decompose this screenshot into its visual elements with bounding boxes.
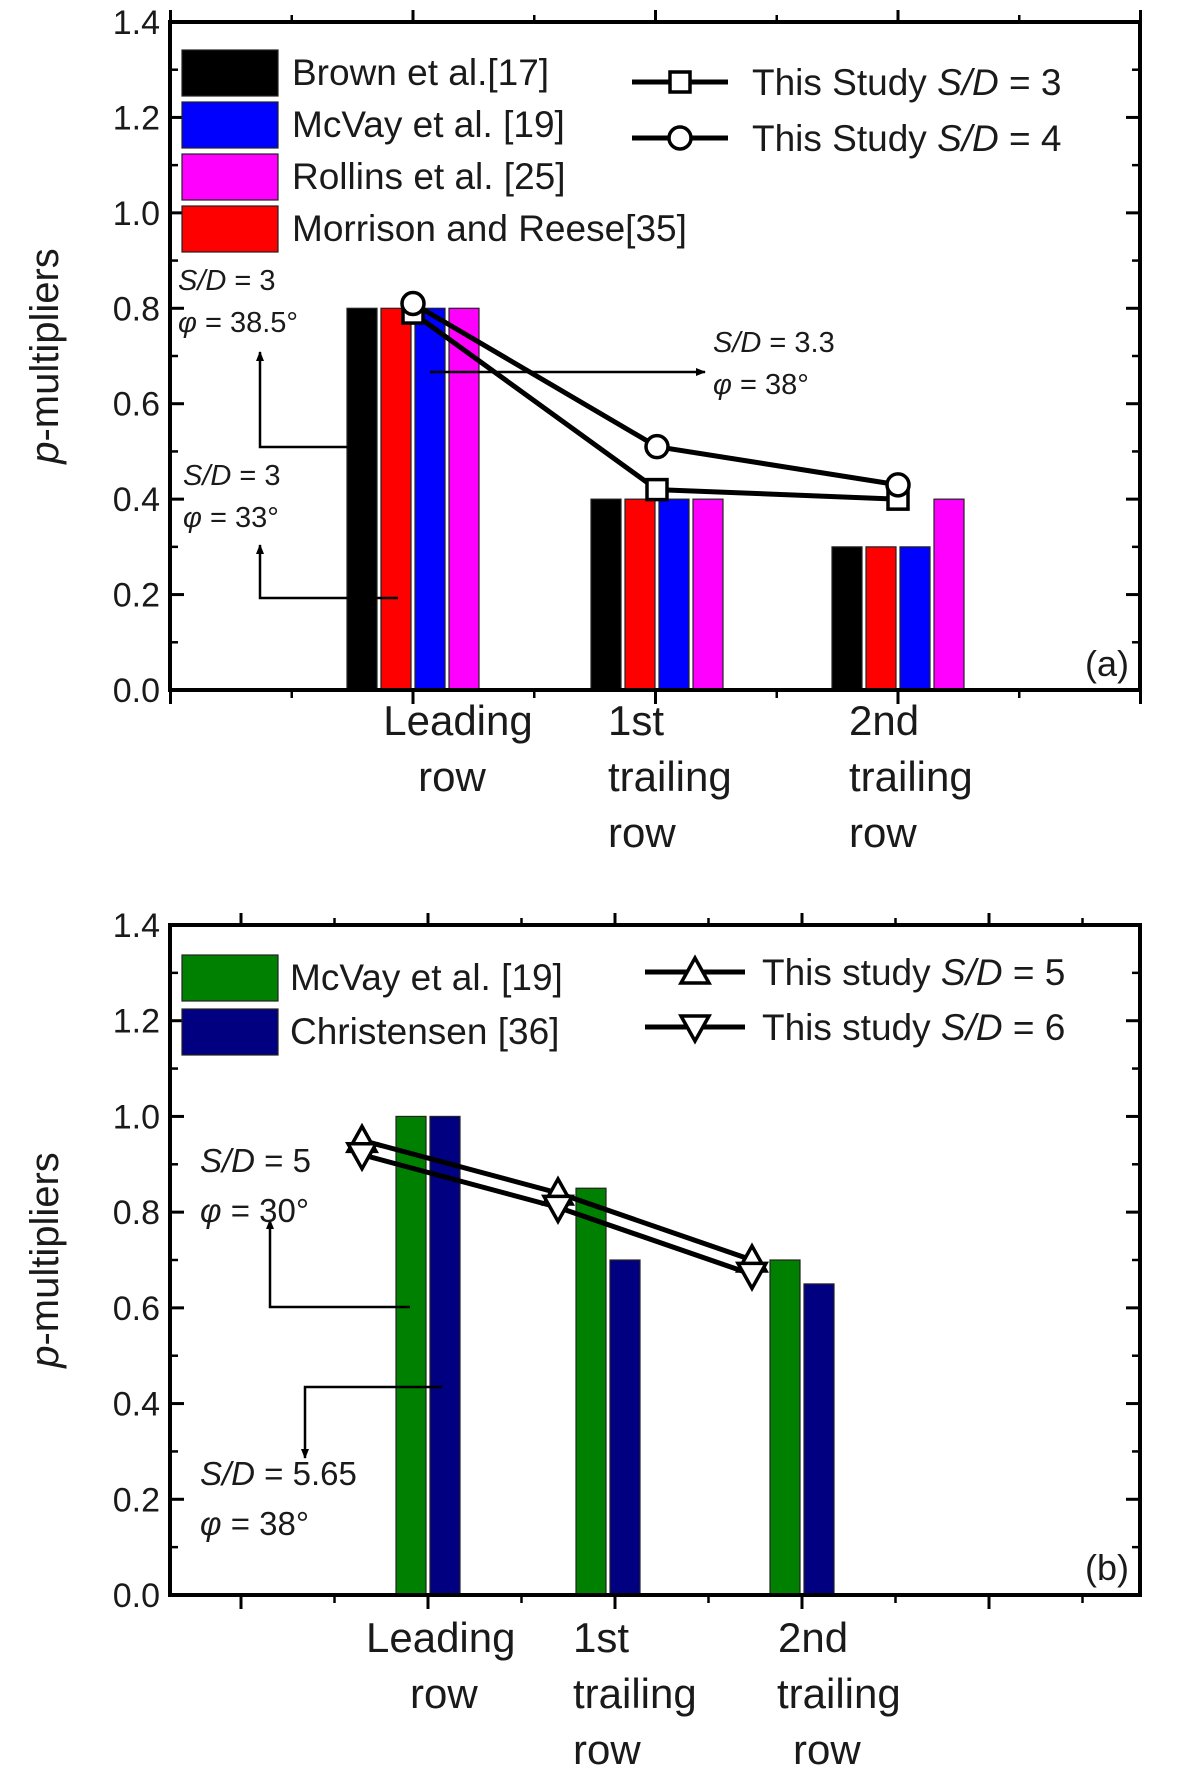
x-category-label-a-1-1: trailing — [608, 753, 732, 800]
annotation-arrow-a-2 — [256, 544, 398, 600]
y-tick-label-a-7: 1.4 — [113, 4, 160, 42]
x-category-label-b-0-0: Leading — [366, 1614, 515, 1661]
y-tick-label-b-5: 1.0 — [113, 1098, 160, 1136]
y-tick-label-a-4: 0.8 — [113, 290, 160, 328]
x-category-label-a-2-0: 2nd — [849, 697, 919, 744]
legend-swatch-a-1 — [181, 205, 279, 253]
x-category-label-b-2-1: trailing — [777, 1670, 901, 1717]
legend-swatch-a-2 — [181, 101, 279, 149]
panel-label-a: (a) — [1085, 643, 1129, 684]
marker-a-1-2 — [885, 472, 911, 498]
y-tick-label-a-2: 0.4 — [113, 481, 160, 519]
y-axis-title-b: p-multipliers — [23, 1152, 67, 1369]
legend-line-label-b-0: This study S/D = 5 — [762, 952, 1065, 993]
panel-label-b: (b) — [1085, 1547, 1129, 1588]
annotation-b-0-line2: φ = 30° — [200, 1192, 309, 1229]
bar-a-series2-cat0 — [414, 307, 446, 691]
legend-line-label-b-1: This study S/D = 6 — [762, 1007, 1065, 1048]
x-category-label-a-1-0: 1st — [608, 697, 664, 744]
x-category-label-a-0-0: Leading — [383, 697, 532, 744]
x-category-label-a-2-2: row — [849, 809, 917, 856]
annotation-a-2-line1: S/D = 3 — [183, 460, 281, 492]
legend-label-a-2: McVay et al. [19] — [292, 104, 565, 145]
y-tick-label-b-3: 0.6 — [113, 1290, 160, 1328]
x-category-label-a-1-2: row — [608, 809, 676, 856]
bar-a-series2-cat2 — [899, 546, 931, 691]
marker-a-0-1 — [645, 477, 669, 502]
legend-swatch-b-1 — [181, 1008, 279, 1056]
bar-b-series1-cat1 — [609, 1259, 641, 1596]
annotation-a-1-line2: φ = 38° — [713, 369, 809, 401]
annotation-a-1-line1: S/D = 3.3 — [713, 327, 835, 359]
bar-a-series0-cat2 — [831, 546, 863, 691]
x-category-label-a-0-1: row — [418, 753, 486, 800]
bar-a-series0-cat0 — [346, 307, 378, 691]
y-tick-label-a-6: 1.2 — [113, 99, 160, 137]
y-tick-label-b-4: 0.8 — [113, 1194, 160, 1232]
legend-label-a-1: Morrison and Reese[35] — [292, 208, 687, 249]
marker-b-1-1 — [541, 1194, 575, 1225]
x-category-label-b-1-0: 1st — [573, 1614, 629, 1661]
annotation-b-1-line1: S/D = 5.65 — [200, 1455, 357, 1492]
x-category-label-b-0-1: row — [410, 1670, 478, 1717]
y-tick-label-b-7: 1.4 — [113, 907, 160, 945]
bar-b-series0-cat0 — [395, 1115, 427, 1596]
x-category-label-b-1-1: trailing — [573, 1670, 697, 1717]
marker-b-1-0 — [345, 1141, 379, 1173]
x-category-label-b-2-0: 2nd — [778, 1614, 848, 1661]
bar-a-series2-cat1 — [658, 498, 690, 691]
legend-label-a-0: Brown et al.[17] — [292, 52, 549, 93]
y-axis-title-a: p-multipliers — [23, 248, 67, 465]
marker-a-1-0 — [400, 290, 426, 317]
bar-a-series0-cat1 — [590, 498, 622, 691]
bar-a-series1-cat0 — [380, 307, 412, 691]
y-tick-label-b-1: 0.2 — [113, 1481, 160, 1519]
panel-b: 0.0 0.2 0.4 0.6 0.8 1.0 1.2 1.4 Leading row 1st tra… — [23, 907, 1142, 1771]
y-tick-label-a-1: 0.2 — [113, 577, 160, 615]
marker-b-1-2 — [735, 1261, 769, 1292]
legend-label-a-3: Rollins et al. [25] — [292, 156, 566, 197]
bar-b-series1-cat0 — [429, 1115, 461, 1596]
panel-a: 0.0 0.2 0.4 0.6 0.8 1.0 1.2 1.4 Leading row 1st tra… — [23, 4, 1142, 856]
annotation-arrow-b-1 — [301, 1385, 442, 1459]
bar-a-series3-cat1 — [692, 498, 724, 691]
bar-b-series1-cat2 — [803, 1283, 835, 1596]
legend-swatch-a-3 — [181, 153, 279, 201]
annotation-a-2-line2: φ = 33° — [183, 502, 279, 534]
bar-a-series3-cat0 — [448, 307, 480, 691]
annotation-a-0-line2: φ = 38.5° — [178, 307, 298, 339]
marker-a-1-1 — [644, 433, 670, 460]
bar-a-series1-cat2 — [865, 546, 897, 691]
legend-label-b-1: Christensen [36] — [290, 1011, 559, 1052]
legend-line-label-a-0: This Study S/D = 3 — [752, 62, 1062, 103]
bar-b-series0-cat1 — [575, 1187, 607, 1596]
y-tick-label-a-0: 0.0 — [113, 672, 160, 710]
x-category-label-b-2-2: row — [793, 1726, 861, 1771]
y-tick-label-a-5: 1.0 — [113, 195, 160, 233]
bar-b-series0-cat2 — [769, 1259, 801, 1596]
y-tick-label-b-6: 1.2 — [113, 1003, 160, 1041]
x-category-label-a-2-1: trailing — [849, 753, 973, 800]
annotation-arrow-a-0 — [256, 351, 365, 449]
annotation-a-0-line1: S/D = 3 — [178, 265, 276, 297]
legend-swatch-b-0 — [181, 954, 279, 1002]
x-category-label-b-1-2: row — [573, 1726, 641, 1771]
annotation-b-0-line1: S/D = 5 — [200, 1142, 311, 1179]
legend-marker-a-1 — [667, 125, 693, 151]
annotation-arrow-b-0 — [266, 1219, 410, 1309]
legend-marker-b-0 — [678, 954, 712, 985]
y-tick-label-b-0: 0.0 — [113, 1577, 160, 1615]
y-tick-label-b-2: 0.4 — [113, 1386, 160, 1424]
bar-a-series1-cat1 — [624, 498, 656, 691]
legend-label-b-0: McVay et al. [19] — [290, 957, 563, 998]
legend-marker-b-1 — [678, 1014, 712, 1045]
legend-swatch-a-0 — [181, 49, 279, 97]
y-tick-label-a-3: 0.6 — [113, 386, 160, 424]
bar-a-series3-cat2 — [933, 498, 965, 691]
legend-marker-a-0 — [668, 70, 692, 94]
annotation-b-1-line2: φ = 38° — [200, 1505, 309, 1542]
legend-line-label-a-1: This Study S/D = 4 — [752, 118, 1062, 159]
